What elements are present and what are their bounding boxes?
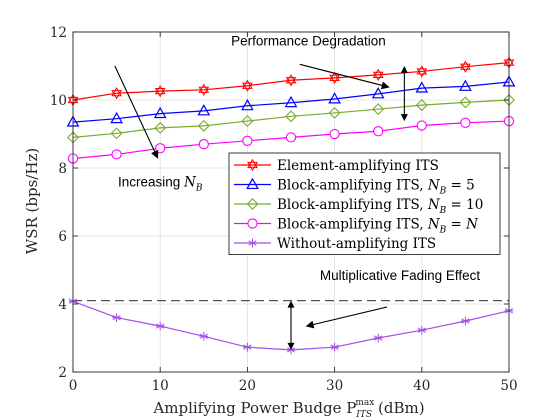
series-0-point xyxy=(460,60,471,73)
double-arrow-0 xyxy=(400,66,408,122)
legend-entry-2: Block-amplifying ITS, NB = 10 xyxy=(234,197,483,216)
annotation-arrow-2 xyxy=(305,306,388,329)
axes-box xyxy=(72,31,510,373)
series-4-point xyxy=(417,325,427,335)
series-line-2 xyxy=(72,99,510,138)
annotations: Performance Degradation Increasing NB Mult… xyxy=(114,34,481,350)
series-3-point xyxy=(242,135,253,146)
series-4-point xyxy=(461,316,470,326)
x-axis-label-main: Amplifying Power Budge P xyxy=(152,399,356,417)
series-4-point xyxy=(330,342,339,352)
y-tick-label: 12 xyxy=(50,25,67,41)
series-3-point xyxy=(285,132,297,143)
x-axis-label-unit: (dBm) xyxy=(378,399,425,417)
x-tick-label: 30 xyxy=(326,378,343,394)
series-2-point xyxy=(372,103,385,116)
x-axis-label: Amplifying Power Budge Pmax ITS (dBm) xyxy=(152,398,424,420)
legend-entry-4: Without-amplifying ITS xyxy=(234,236,436,252)
series-4-point xyxy=(199,331,209,341)
legend-label-4: Without-amplifying ITS xyxy=(277,236,436,252)
y-axis-label: WSR (bps/Hz) xyxy=(23,148,41,254)
annotation-label-2: Multiplicative Fading Effect xyxy=(320,268,481,283)
series-0-point xyxy=(242,79,253,92)
series-0-point xyxy=(416,65,428,78)
annotation-arrow-1 xyxy=(114,65,159,159)
series-2-point xyxy=(415,99,428,112)
legend-swatch-marker xyxy=(246,198,259,210)
series-1-point xyxy=(328,92,341,104)
series-0-point xyxy=(372,68,384,82)
legend-swatch-marker xyxy=(247,158,258,172)
series-1-point xyxy=(110,111,123,124)
series-1-point xyxy=(153,106,167,119)
series-3-point xyxy=(155,143,166,154)
y-tick-label: 8 xyxy=(58,161,67,177)
x-axis-label-sup: max xyxy=(355,398,374,408)
series-4-point xyxy=(243,342,252,352)
legend-label-1: Block-amplifying ITS, NB = 5 xyxy=(277,178,475,197)
legend-entry-1: Block-amplifying ITS, NB = 5 xyxy=(234,178,475,197)
series-2-point xyxy=(110,127,123,140)
series-2-point xyxy=(197,119,210,132)
legend-label-2: Block-amplifying ITS, NB = 10 xyxy=(277,197,483,216)
legend-label-0: Element-amplifying ITS xyxy=(277,158,439,174)
series-3-point xyxy=(460,117,471,128)
legend-box xyxy=(228,152,501,255)
series-1-point xyxy=(241,98,254,111)
series-3-point xyxy=(373,126,384,137)
annotation-label-0: Performance Degradation xyxy=(231,34,386,49)
series-3-point xyxy=(198,139,209,150)
series-2-point xyxy=(241,115,254,128)
series-line-1 xyxy=(72,81,510,123)
series-1-point xyxy=(197,104,211,116)
series-0-point xyxy=(198,83,210,96)
series-2-point xyxy=(459,96,472,109)
series-3-point xyxy=(329,128,340,140)
x-tick-label: 20 xyxy=(239,378,256,394)
series-line-0 xyxy=(72,62,510,101)
y-tick-label: 6 xyxy=(58,229,67,245)
y-tick-label: 2 xyxy=(58,365,67,381)
tick-labels: 0 10 20 30 40 50 2 4 6 8 10 12 xyxy=(50,25,518,394)
legend-swatch-marker xyxy=(247,218,258,229)
series-1-point xyxy=(415,81,429,93)
legend-entry-0: Element-amplifying ITS xyxy=(234,158,439,174)
legend-swatch-marker xyxy=(248,238,257,248)
legend-swatch-marker xyxy=(246,177,259,190)
series-2-point xyxy=(285,110,297,123)
legend-label-3: Block-amplifying ITS, NB = N xyxy=(277,217,479,236)
series-0-point xyxy=(154,84,166,98)
annotation-arrow-0 xyxy=(299,63,390,90)
series-3-point xyxy=(111,149,122,160)
series-1-point xyxy=(371,87,385,99)
y-tick-label: 4 xyxy=(58,297,67,313)
series-1-point xyxy=(284,95,298,108)
series-2-point xyxy=(154,121,167,134)
x-tick-label: 0 xyxy=(69,378,78,394)
x-tick-label: 10 xyxy=(152,378,169,394)
series-4-point xyxy=(155,321,165,331)
x-axis-label-sub: ITS xyxy=(355,410,372,420)
legend-entry-3: Block-amplifying ITS, NB = N xyxy=(234,217,479,236)
series-0-point xyxy=(285,74,297,87)
series-2-point xyxy=(328,106,341,119)
series-4-point xyxy=(373,333,383,343)
series-0-point xyxy=(329,71,340,85)
y-tick-label: 10 xyxy=(50,93,67,109)
legend: Element-amplifying ITS Block-amplifying I… xyxy=(228,152,501,255)
axes-frame xyxy=(72,31,510,373)
series-3-point xyxy=(416,120,427,131)
x-tick-label: 40 xyxy=(413,378,430,394)
double-arrow-1 xyxy=(287,300,295,350)
annotation-label-1: Increasing NB xyxy=(118,175,203,194)
x-tick-label: 50 xyxy=(500,378,517,394)
series-4-point xyxy=(112,313,121,322)
series-0-point xyxy=(111,87,122,100)
series-1-point xyxy=(459,79,472,91)
